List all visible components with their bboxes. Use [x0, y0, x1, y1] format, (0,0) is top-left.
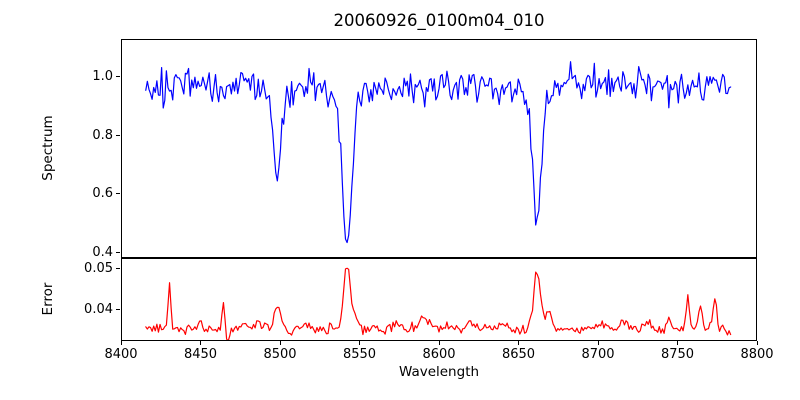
x-tick-label: 8600	[422, 347, 456, 362]
x-axis-label: Wavelength	[398, 364, 480, 380]
error-axes	[121, 258, 757, 341]
spectrum-ytick-label: 0.6	[92, 186, 113, 202]
x-tick-label: 8800	[740, 347, 774, 362]
spectrum-axes	[121, 39, 757, 258]
spectrum-line	[145, 61, 732, 244]
x-tick-label: 8500	[263, 347, 297, 362]
x-tick-label: 8750	[660, 347, 695, 362]
x-tick-mark	[677, 341, 678, 345]
y-axis-label-spectrum: Spectrum	[40, 115, 56, 181]
x-tick-mark	[597, 341, 599, 345]
x-tick-mark	[120, 341, 122, 345]
error-ytick-label: 0.04	[84, 302, 113, 318]
spectrum-ytick-mark	[116, 193, 120, 195]
spectrum-ytick-label: 1.0	[92, 69, 113, 85]
x-tick-mark	[756, 341, 758, 345]
plot-title: 20060926_0100m04_010	[333, 11, 545, 30]
x-tick-mark	[359, 341, 360, 345]
x-tick-label: 8650	[501, 347, 536, 362]
x-tick-mark	[279, 341, 281, 345]
spectrum-ytick-mark	[116, 76, 120, 78]
x-tick-mark	[438, 341, 440, 345]
x-tick-mark	[518, 341, 519, 345]
error-line-plot	[145, 267, 732, 340]
spectrum-ytick-label: 0.8	[92, 127, 113, 143]
spectrum-ytick-mark	[116, 134, 120, 136]
error-ytick-mark	[116, 309, 120, 311]
x-tick-label: 8400	[104, 347, 138, 362]
spectrum-ytick-mark	[116, 251, 120, 253]
spectrum-line-plot	[145, 61, 732, 244]
x-tick-label: 8700	[581, 347, 615, 362]
error-line	[145, 267, 732, 340]
error-ytick-label: 0.05	[84, 260, 113, 276]
y-axis-label-error: Error	[40, 282, 56, 316]
x-tick-label: 8450	[183, 347, 218, 362]
spectrum-ytick-label: 0.4	[92, 244, 113, 260]
x-tick-mark	[200, 341, 201, 345]
x-tick-label: 8550	[342, 347, 377, 362]
error-ytick-mark	[116, 267, 120, 269]
